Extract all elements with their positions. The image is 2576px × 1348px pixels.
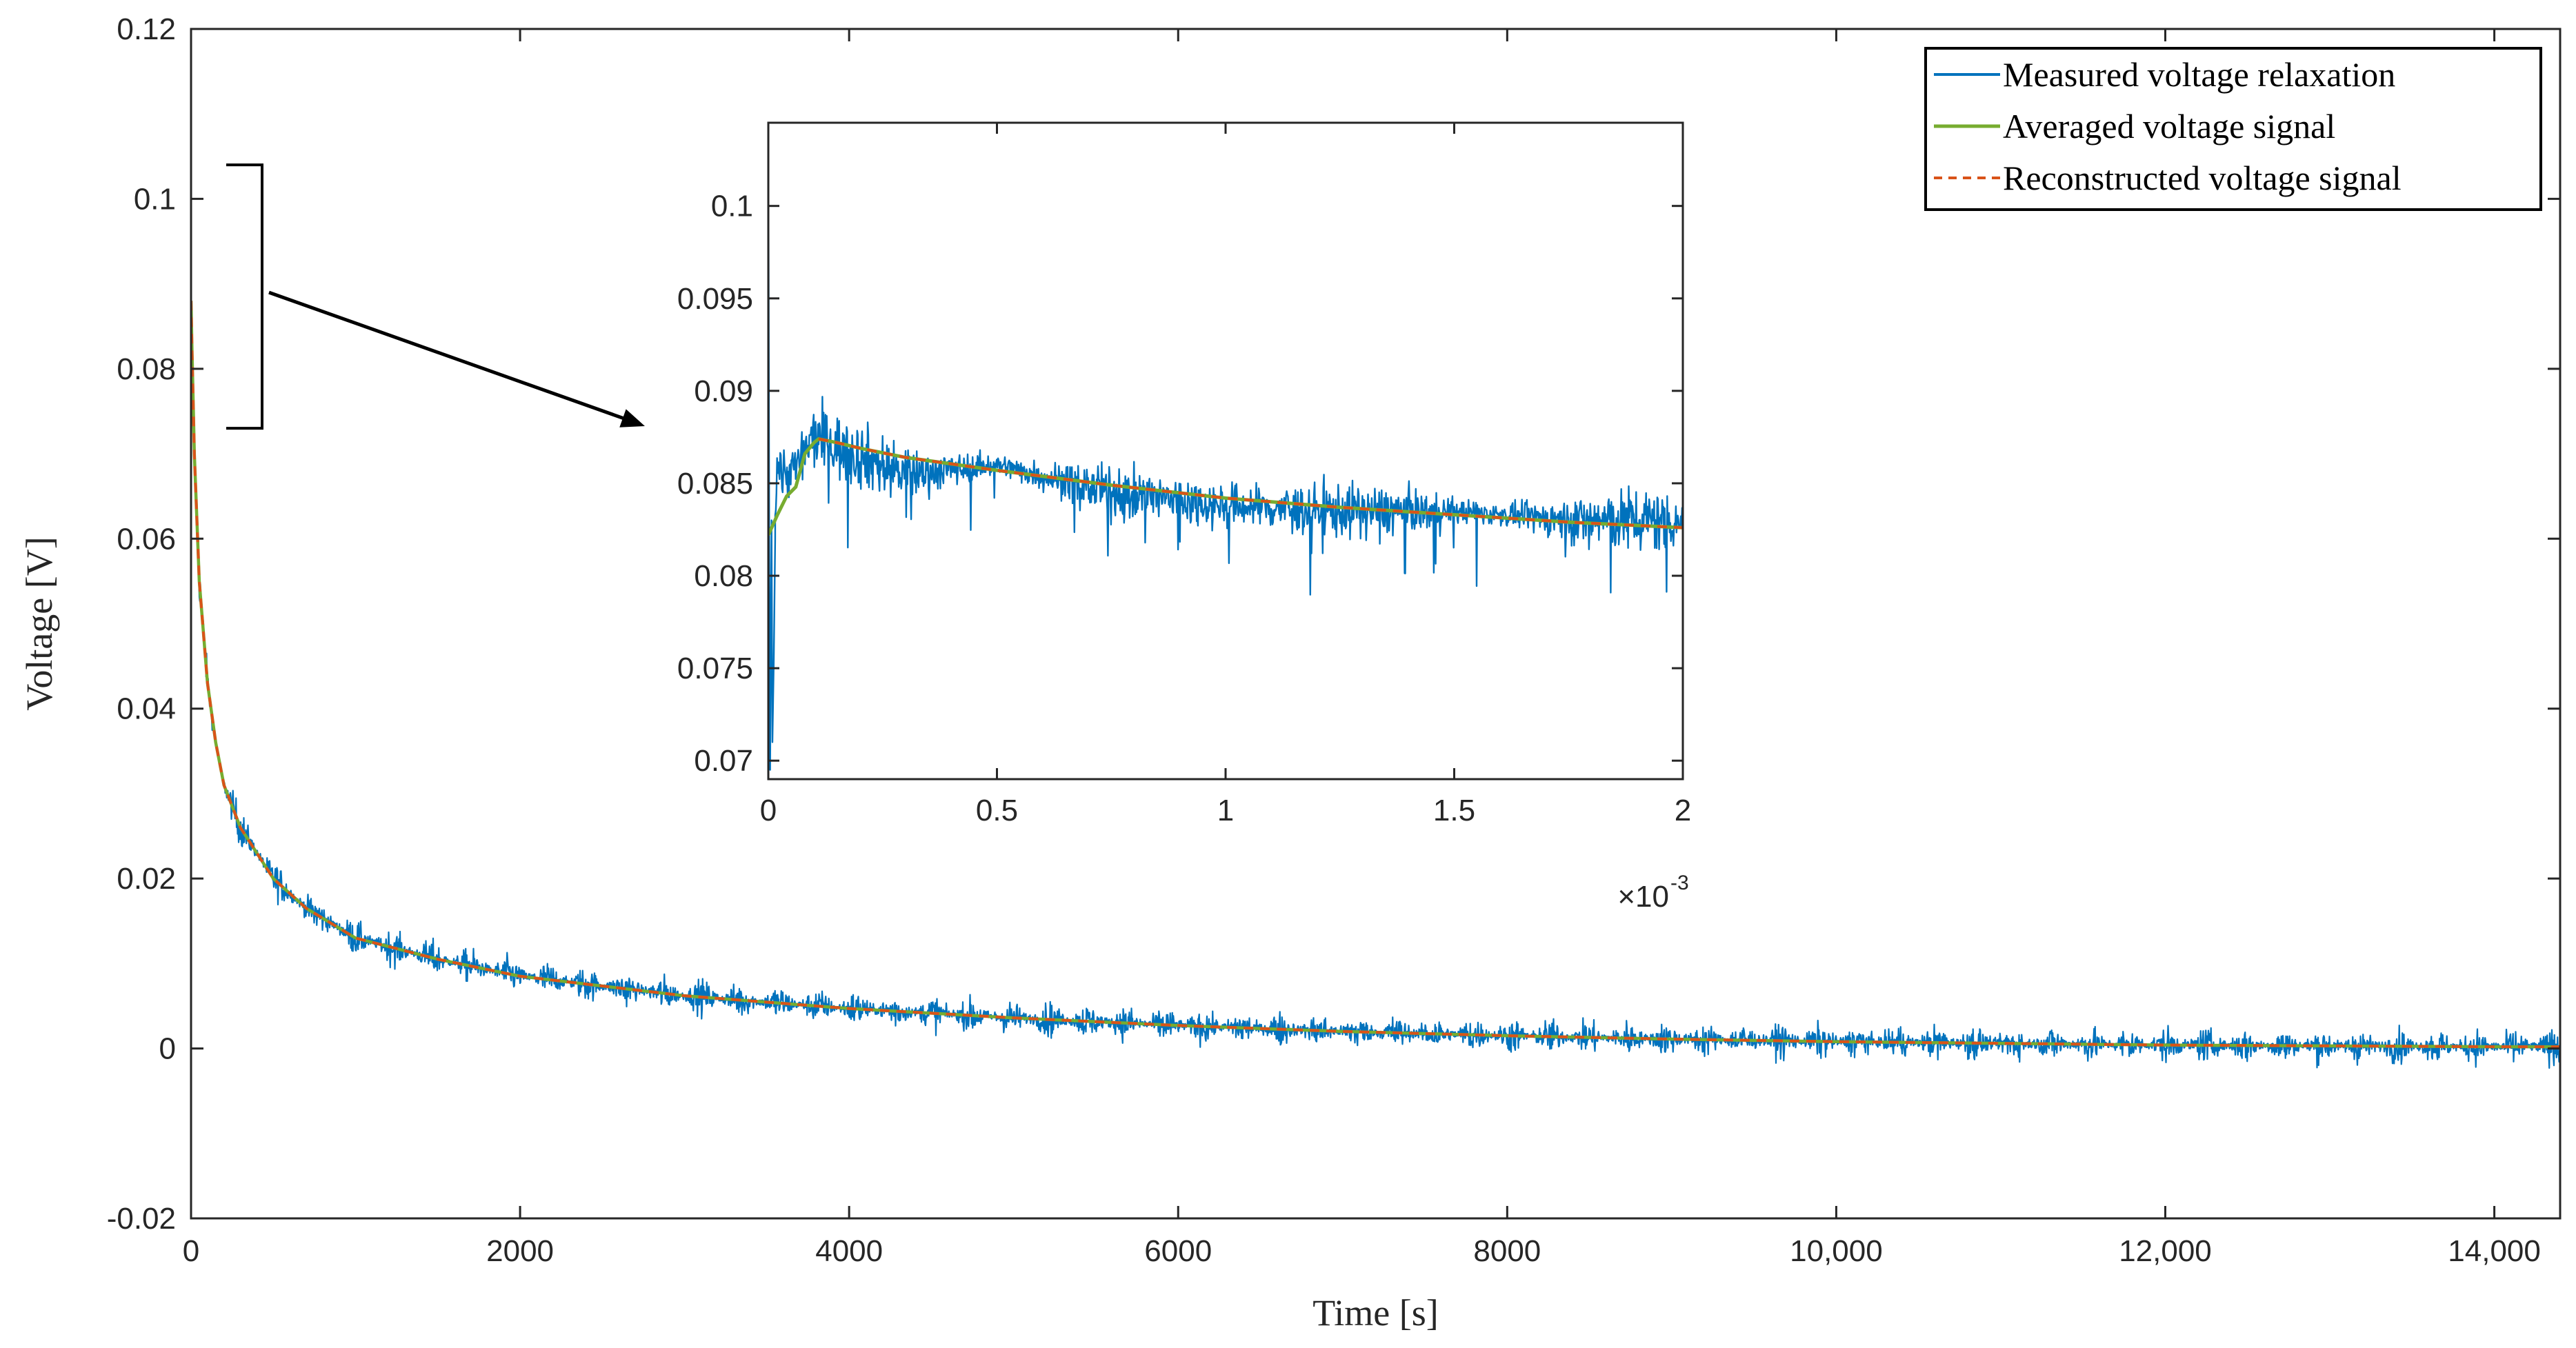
inset-measured-voltage-line (768, 132, 1683, 771)
reconstructed-voltage-line (191, 301, 2560, 1049)
inset-x-exponent-power: -3 (1670, 872, 1689, 894)
y-tick-label: 0.04 (117, 692, 176, 726)
zoom-arrow-head (619, 409, 645, 427)
x-tick-label: 0 (183, 1234, 199, 1268)
zoom-arrow-line (268, 290, 635, 424)
inset-y-tick-label: 0.1 (711, 190, 753, 223)
x-tick-label: 12,000 (2119, 1234, 2212, 1268)
main-plot: 0 2000 4000 6000 8000 10,000 12,000 14,000 -0.02… (19, 12, 2562, 1334)
x-tick-label: 14,000 (2448, 1234, 2541, 1268)
y-axis-title: Voltage [V] (19, 536, 60, 710)
inset-y-tick-label: 0.08 (694, 559, 753, 593)
y-tick-label: -0.02 (107, 1202, 176, 1236)
inset-y-tick-label: 0.09 (694, 374, 753, 408)
y-tick-label: 0.12 (117, 12, 176, 46)
zoom-annotation (226, 163, 645, 430)
inset-x-tick-label: 1.5 (1433, 794, 1475, 827)
inset-x-tick-label: 1 (1217, 794, 1234, 827)
inset-x-tick-label: 0 (760, 794, 777, 827)
main-axes-frame (190, 28, 2562, 1220)
y-tick-label: 0.02 (117, 862, 176, 896)
x-tick-label: 2000 (486, 1234, 554, 1268)
y-tick-label: 0 (159, 1032, 176, 1066)
x-tick-label: 8000 (1473, 1234, 1541, 1268)
legend: Measured voltage relaxation Averaged volt… (1924, 47, 2542, 211)
inset-reconstructed-voltage-line (818, 437, 1683, 530)
main-series-group (191, 165, 2560, 1069)
inset-series-group (768, 132, 1683, 771)
zoom-bracket (226, 163, 263, 430)
legend-label: Reconstructed voltage signal (2003, 159, 2402, 197)
inset-x-exponent: ×10 -3 (1617, 872, 1688, 914)
y-tick-label: 0.08 (117, 352, 176, 386)
inset-y-tick-label: 0.07 (694, 744, 753, 778)
inset-plot: 0 0.5 1 1.5 2 0.07 0.075 0.08 0.085 0.09 0.095 0.1 ×… (677, 121, 1691, 914)
x-axis-title: Time [s] (1312, 1292, 1439, 1334)
inset-background (768, 123, 1683, 779)
inset-x-tick-label: 0.5 (976, 794, 1018, 827)
y-tick-label: 0.1 (134, 182, 176, 216)
legend-box (1924, 47, 2542, 211)
x-tick-label: 10,000 (1790, 1234, 1883, 1268)
x-tick-label: 4000 (815, 1234, 883, 1268)
x-tick-label: 6000 (1144, 1234, 1212, 1268)
inset-y-tick-label: 0.075 (677, 652, 753, 685)
inset-x-exponent-base: ×10 (1617, 880, 1669, 914)
inset-x-tick-label: 2 (1675, 794, 1691, 827)
inset-y-tick-label: 0.095 (677, 282, 753, 316)
legend-label: Measured voltage relaxation (2003, 55, 2395, 94)
y-tick-label: 0.06 (117, 522, 176, 556)
inset-y-tick-label: 0.085 (677, 467, 753, 501)
legend-label: Averaged voltage signal (2003, 107, 2335, 145)
